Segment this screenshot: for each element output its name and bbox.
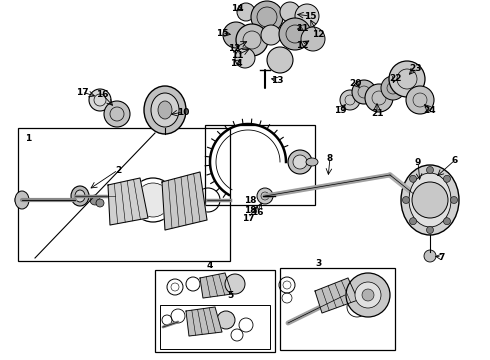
Text: 11: 11 (296, 23, 308, 32)
Circle shape (267, 47, 293, 73)
Circle shape (389, 61, 425, 97)
Text: 12: 12 (312, 30, 324, 39)
Circle shape (426, 226, 434, 234)
Circle shape (406, 86, 434, 114)
Text: 20: 20 (349, 78, 361, 87)
Circle shape (355, 282, 381, 308)
Ellipse shape (15, 191, 29, 209)
Circle shape (365, 84, 393, 112)
Circle shape (236, 24, 268, 56)
Circle shape (402, 197, 410, 203)
Circle shape (223, 22, 249, 48)
Circle shape (293, 155, 307, 169)
Bar (155, 270, 275, 352)
Circle shape (89, 89, 111, 111)
Text: 21: 21 (371, 108, 383, 117)
Text: 2: 2 (115, 166, 121, 175)
Circle shape (424, 250, 436, 262)
Text: 13: 13 (271, 76, 283, 85)
Text: 16: 16 (96, 90, 108, 99)
Circle shape (340, 90, 360, 110)
Text: 19: 19 (334, 105, 346, 114)
Text: 9: 9 (415, 158, 421, 166)
Text: 14: 14 (230, 59, 243, 68)
Circle shape (443, 175, 450, 182)
Circle shape (443, 218, 450, 225)
Text: 3: 3 (315, 258, 321, 267)
Ellipse shape (151, 93, 179, 127)
Circle shape (237, 3, 255, 21)
Circle shape (225, 274, 245, 294)
Circle shape (136, 183, 170, 217)
Text: 15: 15 (304, 12, 316, 21)
Text: 17: 17 (242, 213, 254, 222)
Circle shape (352, 80, 376, 104)
Circle shape (288, 150, 312, 174)
Text: 4: 4 (207, 261, 213, 270)
Circle shape (261, 25, 281, 45)
Circle shape (412, 182, 448, 218)
Text: 10: 10 (177, 108, 189, 117)
Ellipse shape (401, 165, 459, 235)
Text: 17: 17 (75, 87, 88, 96)
Bar (280, 268, 395, 350)
Text: 11: 11 (231, 50, 243, 59)
Text: 6: 6 (452, 156, 458, 165)
Text: 23: 23 (409, 63, 421, 72)
Circle shape (410, 175, 416, 182)
Circle shape (104, 101, 130, 127)
Text: 7: 7 (439, 252, 445, 261)
Circle shape (381, 76, 405, 100)
Polygon shape (200, 273, 232, 298)
Circle shape (450, 197, 458, 203)
Circle shape (96, 199, 104, 207)
Ellipse shape (71, 186, 89, 206)
Text: 24: 24 (424, 105, 436, 114)
Polygon shape (315, 278, 358, 313)
Bar (160, 305, 270, 349)
Circle shape (251, 1, 283, 33)
Ellipse shape (75, 190, 85, 202)
Circle shape (15, 193, 29, 207)
Ellipse shape (158, 101, 172, 119)
Circle shape (295, 4, 319, 28)
Text: 8: 8 (327, 153, 333, 162)
Text: 18: 18 (244, 195, 256, 204)
Bar (18, 128, 230, 261)
Polygon shape (186, 307, 222, 336)
Polygon shape (108, 178, 148, 225)
Circle shape (90, 195, 100, 205)
Polygon shape (162, 172, 207, 230)
Text: 15: 15 (216, 28, 228, 37)
Text: 1: 1 (25, 134, 31, 143)
Ellipse shape (306, 158, 318, 166)
Circle shape (346, 273, 390, 317)
Circle shape (410, 218, 416, 225)
Text: 22: 22 (389, 73, 401, 82)
Circle shape (301, 27, 325, 51)
Circle shape (279, 18, 311, 50)
Circle shape (257, 188, 273, 204)
Text: 16: 16 (251, 207, 263, 216)
Circle shape (280, 2, 300, 22)
Text: 14: 14 (231, 4, 244, 13)
Circle shape (426, 166, 434, 174)
Circle shape (235, 48, 255, 68)
Ellipse shape (144, 86, 186, 134)
Text: 18: 18 (244, 206, 256, 215)
Bar (205, 125, 315, 205)
Text: 5: 5 (227, 292, 233, 301)
Text: 12: 12 (228, 44, 240, 53)
Circle shape (217, 311, 235, 329)
Circle shape (362, 289, 374, 301)
Ellipse shape (409, 173, 451, 227)
Text: 12: 12 (296, 41, 308, 50)
